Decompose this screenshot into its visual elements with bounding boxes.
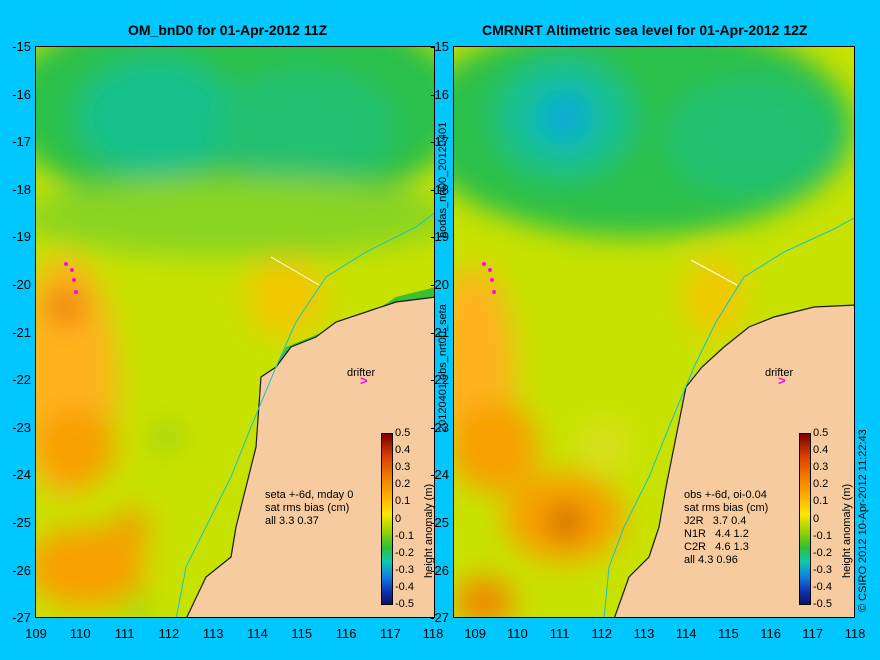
- y-tick-label: -27: [430, 610, 449, 626]
- right-map-graphic: [454, 47, 854, 617]
- right-panel-title: CMRNRT Altimetric sea level for 01-Apr-2…: [482, 22, 808, 38]
- x-tick-label: 116: [335, 626, 357, 641]
- x-tick-label: 109: [464, 626, 487, 641]
- y-tick-label: -23: [12, 419, 31, 435]
- x-tick-label: 112: [591, 626, 613, 641]
- y-tick-label: -23: [430, 419, 449, 435]
- x-tick-label: 113: [202, 626, 224, 641]
- left-drifter-arrow-icon: >: [360, 373, 368, 388]
- x-tick-label: 111: [114, 626, 135, 641]
- right-map-panel: obs +-6d, oi-0.04 sat rms bias (cm) J2R …: [453, 46, 855, 618]
- y-tick-label: -18: [430, 181, 449, 197]
- y-tick-label: -24: [430, 467, 449, 483]
- x-tick-label: 111: [549, 626, 570, 641]
- y-tick-label: -22: [430, 372, 449, 388]
- y-tick-label: -19: [12, 229, 31, 245]
- obs-id-label: 20120401.obs_nrt00_seta: [437, 304, 449, 432]
- y-tick-label: -27: [12, 610, 31, 626]
- left-drifter-label: drifter: [347, 367, 376, 379]
- x-tick-label: 110: [507, 626, 528, 641]
- x-tick-label: 109: [25, 626, 47, 641]
- y-tick-label: -18: [12, 181, 31, 197]
- x-tick-label: 118: [844, 626, 866, 641]
- land-mass: [186, 296, 434, 617]
- y-tick-label: -20: [12, 277, 31, 292]
- x-tick-label: 117: [802, 626, 824, 641]
- y-tick-label: -17: [12, 134, 31, 150]
- x-tick-label: 114: [247, 626, 268, 641]
- x-tick-label: 110: [69, 626, 91, 641]
- left-panel-title: OM_bnD0 for 01-Apr-2012 11Z: [128, 22, 328, 38]
- x-tick-label: 118: [422, 626, 444, 641]
- y-tick-label: -20: [430, 277, 449, 292]
- right-stats-note: obs +-6d, oi-0.04 sat rms bias (cm) J2R …: [684, 489, 769, 566]
- right-drifter-arrow-icon: >: [778, 373, 786, 388]
- x-tick-label: 112: [158, 626, 180, 641]
- y-tick-label: -26: [430, 562, 449, 578]
- left-colorbar: [381, 433, 393, 605]
- x-tick-label: 117: [380, 626, 401, 641]
- y-tick-label: -21: [430, 324, 449, 340]
- run-id-label: bodas_nrt00_20120401: [437, 121, 449, 238]
- y-tick-label: -17: [430, 134, 449, 150]
- x-tick-label: 114: [675, 626, 697, 641]
- right-colorbar: [799, 433, 811, 605]
- copyright-label: © CSIRO 2012 10-Apr-2012 11:22:43: [857, 429, 869, 612]
- left-colorbar-title: height anomaly (m): [423, 483, 435, 578]
- y-tick-label: -22: [12, 372, 31, 388]
- y-tick-label: -15: [12, 39, 31, 54]
- x-tick-label: 113: [633, 626, 655, 641]
- y-tick-label: -15: [430, 39, 449, 54]
- y-tick-label: -25: [430, 515, 449, 530]
- y-tick-label: -21: [12, 324, 31, 340]
- y-tick-label: -16: [12, 86, 31, 102]
- left-map-panel: seta +-6d, mday 0 sat rms bias (cm) all …: [35, 46, 435, 618]
- x-tick-label: 116: [760, 626, 781, 641]
- right-drifter-label: drifter: [765, 367, 794, 379]
- y-tick-label: -25: [12, 515, 31, 530]
- y-tick-label: -19: [430, 229, 449, 245]
- x-tick-label: 115: [718, 626, 739, 641]
- right-colorbar-title: height anomaly (m): [841, 483, 853, 578]
- y-tick-label: -24: [12, 467, 31, 483]
- left-map-graphic: [36, 47, 434, 617]
- y-tick-label: -26: [12, 562, 31, 578]
- y-tick-label: -16: [430, 86, 449, 102]
- x-tick-label: 115: [291, 626, 313, 641]
- left-stats-note: seta +-6d, mday 0 sat rms bias (cm) all …: [265, 489, 354, 527]
